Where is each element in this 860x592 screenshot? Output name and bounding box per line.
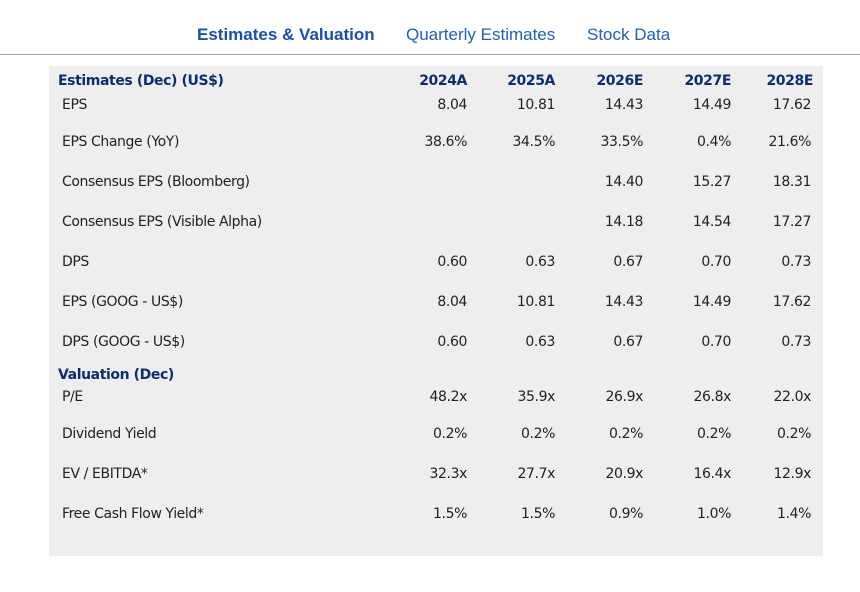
table-row: Dividend Yield 0.2% 0.2% 0.2% 0.2% 0.2% bbox=[49, 414, 823, 454]
table-row: DPS (GOOG - US$) 0.60 0.63 0.67 0.70 0.73 bbox=[49, 322, 823, 362]
table-cell: 26.9x bbox=[605, 389, 644, 405]
table-cell: 0.67 bbox=[613, 334, 643, 350]
table-cell: 1.5% bbox=[433, 506, 467, 522]
table-row: Consensus EPS (Visible Alpha) 14.18 14.54 1… bbox=[49, 202, 823, 242]
valuation-section-row: Valuation (Dec) bbox=[49, 362, 823, 388]
table-cell: 0.70 bbox=[701, 334, 731, 350]
table-row: EPS (GOOG - US$) 8.04 10.81 14.43 14.49 17.62 bbox=[49, 282, 823, 322]
row-label: P/E bbox=[62, 389, 83, 405]
table-cell bbox=[397, 162, 485, 202]
table-cell: 0.67 bbox=[613, 254, 643, 270]
row-label: Consensus EPS (Visible Alpha) bbox=[62, 214, 262, 230]
table-row: EPS Change (YoY) 38.6% 34.5% 33.5% 0.4% 21.6% bbox=[49, 122, 823, 162]
table-cell: 0.73 bbox=[781, 334, 811, 350]
row-label: EPS bbox=[62, 97, 87, 113]
table-cell: 1.4% bbox=[777, 506, 811, 522]
table-row: Free Cash Flow Yield* 1.5% 1.5% 0.9% 1.0% 1.4… bbox=[49, 494, 823, 534]
column-header: 2028E bbox=[766, 73, 813, 89]
table-cell: 0.2% bbox=[433, 426, 467, 442]
table-cell: 0.63 bbox=[525, 334, 555, 350]
column-header: 2026E bbox=[596, 73, 643, 89]
table-cell: 27.7x bbox=[517, 466, 556, 482]
table-cell: 14.43 bbox=[604, 294, 643, 310]
table-cell: 14.43 bbox=[604, 97, 643, 113]
table-cell: 0.2% bbox=[609, 426, 643, 442]
tab-stock-data[interactable]: Stock Data bbox=[587, 25, 671, 44]
table-cell: 32.3x bbox=[429, 466, 468, 482]
table-cell: 0.60 bbox=[437, 334, 467, 350]
tab-bar: Estimates & Valuation Quarterly Estimate… bbox=[0, 0, 860, 55]
tab-quarterly-estimates[interactable]: Quarterly Estimates bbox=[406, 25, 556, 44]
estimates-panel: Estimates (Dec) (US$) 2024A 2025A 2026E … bbox=[49, 66, 823, 556]
table-cell: 17.62 bbox=[772, 97, 811, 113]
table-cell: 0.63 bbox=[525, 254, 555, 270]
estimates-section-header: Estimates (Dec) (US$) bbox=[58, 73, 224, 89]
table-cell: 38.6% bbox=[424, 134, 468, 150]
table-cell: 16.4x bbox=[693, 466, 732, 482]
table-row: EPS 8.04 10.81 14.43 14.49 17.62 bbox=[49, 96, 823, 122]
table-cell bbox=[397, 202, 485, 242]
table-cell: 0.4% bbox=[697, 134, 731, 150]
table-cell: 48.2x bbox=[429, 389, 468, 405]
table-cell: 10.81 bbox=[516, 294, 555, 310]
table-cell: 33.5% bbox=[600, 134, 644, 150]
table-cell bbox=[485, 162, 573, 202]
table-row: EV / EBITDA* 32.3x 27.7x 20.9x 16.4x 12.9x bbox=[49, 454, 823, 494]
row-label: DPS (GOOG - US$) bbox=[62, 334, 185, 350]
column-header: 2024A bbox=[419, 73, 467, 89]
estimates-table: Estimates (Dec) (US$) 2024A 2025A 2026E … bbox=[49, 66, 823, 534]
table-header-row: Estimates (Dec) (US$) 2024A 2025A 2026E … bbox=[49, 66, 823, 96]
table-cell: 18.31 bbox=[772, 174, 811, 190]
row-label: EPS Change (YoY) bbox=[62, 134, 180, 150]
table-cell: 12.9x bbox=[773, 466, 812, 482]
row-label: EPS (GOOG - US$) bbox=[62, 294, 183, 310]
table-cell: 1.0% bbox=[697, 506, 731, 522]
table-cell: 0.2% bbox=[521, 426, 555, 442]
tab-estimates-valuation[interactable]: Estimates & Valuation bbox=[197, 25, 375, 44]
table-cell: 14.49 bbox=[692, 97, 731, 113]
table-cell: 21.6% bbox=[768, 134, 812, 150]
table-cell: 0.70 bbox=[701, 254, 731, 270]
table-cell: 8.04 bbox=[437, 97, 467, 113]
table-cell: 35.9x bbox=[517, 389, 556, 405]
table-cell: 10.81 bbox=[516, 97, 555, 113]
table-row: DPS 0.60 0.63 0.67 0.70 0.73 bbox=[49, 242, 823, 282]
table-row: Consensus EPS (Bloomberg) 14.40 15.27 18.31 bbox=[49, 162, 823, 202]
column-header: 2027E bbox=[684, 73, 731, 89]
table-cell: 0.2% bbox=[777, 426, 811, 442]
row-label: EV / EBITDA* bbox=[62, 466, 148, 482]
table-cell: 1.5% bbox=[521, 506, 555, 522]
row-label: Free Cash Flow Yield* bbox=[62, 506, 204, 522]
table-cell: 0.2% bbox=[697, 426, 731, 442]
table-cell: 14.18 bbox=[604, 214, 643, 230]
table-cell: 0.9% bbox=[609, 506, 643, 522]
table-row: P/E 48.2x 35.9x 26.9x 26.8x 22.0x bbox=[49, 388, 823, 414]
column-header: 2025A bbox=[507, 73, 555, 89]
table-cell: 17.27 bbox=[772, 214, 811, 230]
table-cell: 0.60 bbox=[437, 254, 467, 270]
table-cell: 34.5% bbox=[512, 134, 556, 150]
table-cell: 0.73 bbox=[781, 254, 811, 270]
table-cell: 14.49 bbox=[692, 294, 731, 310]
table-cell: 14.54 bbox=[692, 214, 731, 230]
table-cell: 8.04 bbox=[437, 294, 467, 310]
valuation-section-header: Valuation (Dec) bbox=[58, 367, 174, 383]
row-label: Consensus EPS (Bloomberg) bbox=[62, 174, 250, 190]
table-cell bbox=[485, 202, 573, 242]
table-cell: 22.0x bbox=[773, 389, 812, 405]
table-cell: 20.9x bbox=[605, 466, 644, 482]
table-cell: 15.27 bbox=[692, 174, 731, 190]
row-label: DPS bbox=[62, 254, 89, 270]
table-cell: 17.62 bbox=[772, 294, 811, 310]
row-label: Dividend Yield bbox=[62, 426, 157, 442]
table-cell: 14.40 bbox=[604, 174, 643, 190]
table-cell: 26.8x bbox=[693, 389, 732, 405]
